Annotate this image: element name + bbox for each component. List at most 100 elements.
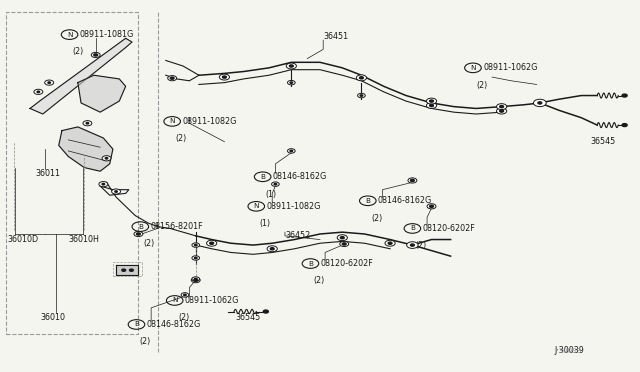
Circle shape <box>290 150 292 152</box>
Circle shape <box>83 121 92 126</box>
Text: N: N <box>172 298 177 304</box>
Circle shape <box>426 98 436 104</box>
Text: 08146-8162G: 08146-8162G <box>273 172 327 181</box>
Circle shape <box>45 80 54 85</box>
Circle shape <box>429 100 433 102</box>
Text: B: B <box>410 225 415 231</box>
Text: 36451: 36451 <box>323 32 348 41</box>
Text: J·30039: J·30039 <box>554 346 584 355</box>
Circle shape <box>500 106 504 108</box>
Text: N: N <box>170 118 175 124</box>
Text: (2): (2) <box>140 337 151 346</box>
Text: 08156-8201F: 08156-8201F <box>150 222 203 231</box>
Circle shape <box>340 237 344 239</box>
Circle shape <box>427 204 436 209</box>
Circle shape <box>122 269 125 271</box>
Circle shape <box>360 77 364 79</box>
Text: 08911-1082G: 08911-1082G <box>266 202 321 211</box>
Text: N: N <box>67 32 72 38</box>
Text: N: N <box>253 203 259 209</box>
Circle shape <box>356 75 367 81</box>
Circle shape <box>86 122 89 124</box>
Text: 08911-1081G: 08911-1081G <box>80 30 134 39</box>
Text: 36452: 36452 <box>285 231 310 240</box>
Circle shape <box>168 76 177 81</box>
Circle shape <box>194 279 198 281</box>
Text: B: B <box>134 321 139 327</box>
Circle shape <box>210 242 214 244</box>
Circle shape <box>360 95 363 96</box>
Circle shape <box>497 104 507 110</box>
Circle shape <box>534 99 546 107</box>
Circle shape <box>94 54 98 56</box>
Circle shape <box>337 235 348 241</box>
Text: (2): (2) <box>415 241 427 250</box>
Text: 36010: 36010 <box>41 312 66 321</box>
Text: 08146-8162G: 08146-8162G <box>378 196 432 205</box>
Text: (2): (2) <box>73 48 84 57</box>
Polygon shape <box>78 75 125 112</box>
Circle shape <box>538 102 541 104</box>
Bar <box>6 13 138 334</box>
Circle shape <box>271 182 279 186</box>
Circle shape <box>48 82 51 83</box>
Circle shape <box>358 93 365 98</box>
Circle shape <box>181 293 189 297</box>
Circle shape <box>192 256 200 260</box>
Circle shape <box>192 277 200 281</box>
Circle shape <box>342 243 346 245</box>
Circle shape <box>388 242 392 244</box>
Circle shape <box>622 94 627 97</box>
Circle shape <box>267 246 277 252</box>
Circle shape <box>497 108 507 114</box>
Text: 08120-6202F: 08120-6202F <box>321 259 373 268</box>
Text: (2): (2) <box>371 214 382 222</box>
Circle shape <box>99 182 108 187</box>
Circle shape <box>170 77 174 79</box>
Circle shape <box>410 244 414 246</box>
Circle shape <box>622 124 627 126</box>
Circle shape <box>287 149 295 153</box>
Polygon shape <box>59 127 113 171</box>
Text: B: B <box>308 260 313 266</box>
Circle shape <box>429 105 433 107</box>
Text: B: B <box>138 224 143 230</box>
Circle shape <box>340 241 349 247</box>
Text: (2): (2) <box>175 134 187 143</box>
Circle shape <box>406 242 418 248</box>
Circle shape <box>92 52 100 58</box>
Circle shape <box>191 278 200 283</box>
Circle shape <box>385 240 395 246</box>
Circle shape <box>129 269 133 271</box>
Circle shape <box>287 80 295 85</box>
Circle shape <box>115 191 117 192</box>
Circle shape <box>223 76 227 78</box>
Text: (2): (2) <box>314 276 325 285</box>
Text: 08911-1082G: 08911-1082G <box>182 117 237 126</box>
Text: (2): (2) <box>476 81 488 90</box>
Text: (2): (2) <box>178 313 189 322</box>
Text: (2): (2) <box>143 240 155 248</box>
Circle shape <box>207 240 217 246</box>
Circle shape <box>289 65 293 67</box>
Text: 08146-8162G: 08146-8162G <box>147 320 201 329</box>
Circle shape <box>192 243 200 247</box>
Text: 36010H: 36010H <box>68 235 99 244</box>
Text: (1): (1) <box>259 219 271 228</box>
Circle shape <box>105 158 108 159</box>
Circle shape <box>102 156 111 161</box>
Text: (1): (1) <box>266 190 277 199</box>
Polygon shape <box>30 38 132 114</box>
Circle shape <box>426 103 436 109</box>
Circle shape <box>410 179 414 182</box>
Text: N: N <box>470 65 476 71</box>
Circle shape <box>134 231 143 237</box>
Polygon shape <box>116 265 138 275</box>
Circle shape <box>111 189 120 194</box>
Circle shape <box>37 91 40 93</box>
Text: 36545: 36545 <box>236 312 261 321</box>
Text: 36010D: 36010D <box>7 235 38 244</box>
Circle shape <box>220 74 230 80</box>
Circle shape <box>136 233 140 235</box>
Circle shape <box>195 257 197 259</box>
